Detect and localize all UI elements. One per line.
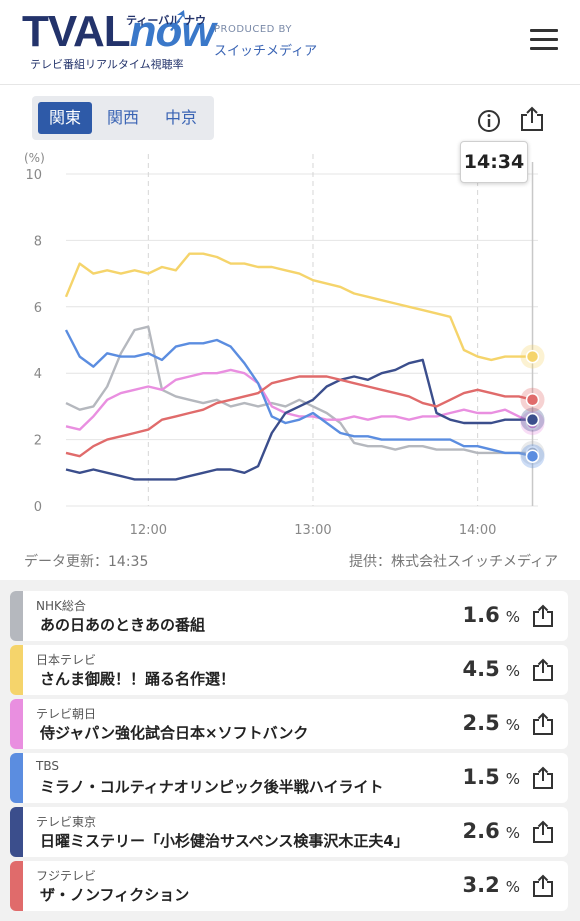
series-line <box>64 252 533 362</box>
y-tick-label: 6 <box>34 301 42 316</box>
x-tick-label: 13:00 <box>294 523 331 538</box>
logo-arrow-icon <box>170 10 185 31</box>
program-title: ミラノ・コルティナオリンピック後半戦ハイライト <box>40 778 384 796</box>
program-list: NHK総合あの日あのときあの番組 1.6% 日本テレビさんま御殿！！踊る名作選！ 4.… <box>0 580 580 921</box>
x-tick-label: 12:00 <box>130 523 167 538</box>
program-title: 日曜ミステリー「小杉健治サスペンス検事沢木正夫4」 <box>40 832 409 850</box>
program-card[interactable]: フジテレビザ・ノンフィクション 3.2% <box>10 861 568 911</box>
rating-value: 2.5% <box>463 711 520 735</box>
program-card[interactable]: テレビ東京日曜ミステリー「小杉健治サスペンス検事沢木正夫4」 2.6% <box>10 807 568 857</box>
series-line <box>65 375 533 458</box>
program-title: さんま御殿！！踊る名作選！ <box>40 670 236 688</box>
rating-unit: % <box>505 662 520 680</box>
rating-number: 3.2 <box>462 873 500 897</box>
share-icon[interactable] <box>532 712 554 736</box>
rating-unit: % <box>505 716 520 734</box>
app-header: TVALnow ティーバル ナウ テレビ番組リアルタイム視聴率 PRODUCED… <box>0 0 580 85</box>
rating-unit: % <box>505 770 520 788</box>
time-cursor-tooltip: 14:34 <box>460 141 528 183</box>
program-card[interactable]: TBS ミラノ・コルティナオリンピック後半戦ハイライト 1.5% <box>10 753 568 803</box>
logo-kana: ティーバル ナウ <box>126 14 207 27</box>
y-tick-label: 8 <box>34 234 42 249</box>
share-icon[interactable] <box>532 604 554 628</box>
series-end-marker <box>525 349 540 364</box>
program-title: あの日あのときあの番組 <box>40 616 206 634</box>
share-icon[interactable] <box>532 874 554 898</box>
series-end-marker <box>525 412 540 427</box>
share-icon[interactable] <box>532 658 554 682</box>
program-title: 侍ジャパン強化試合日本×ソフトバンク <box>40 724 309 742</box>
rating-unit: % <box>505 608 520 626</box>
rating-value: 1.6% <box>463 603 520 627</box>
logo-subtitle: テレビ番組リアルタイム視聴率 <box>30 58 184 71</box>
x-tick-label: 14:00 <box>459 523 496 538</box>
info-icon[interactable] <box>476 108 502 134</box>
channel-name: テレビ東京 <box>36 815 97 829</box>
channel-color-bar <box>10 807 23 857</box>
producer-company[interactable]: スイッチメディア <box>214 44 318 59</box>
provider-label: 提供：株式会社スイッチメディア <box>348 554 558 570</box>
series-line <box>65 358 533 481</box>
rating-number: 4.5 <box>462 657 500 681</box>
y-tick-label: 0 <box>34 500 42 515</box>
rating-number: 2.6 <box>462 819 500 843</box>
channel-name: NHK総合 <box>36 599 86 613</box>
series-end-marker <box>525 449 540 463</box>
region-tab-group: 関東 関西 中京 <box>32 96 214 140</box>
channel-color-bar <box>10 699 23 749</box>
y-tick-label: 10 <box>25 168 42 183</box>
share-icon[interactable] <box>519 106 545 132</box>
rating-number: 1.5 <box>462 765 500 789</box>
series-line <box>64 329 533 458</box>
rating-value: 3.2% <box>463 873 520 897</box>
channel-color-bar <box>10 645 23 695</box>
share-icon[interactable] <box>532 766 554 790</box>
program-title: ザ・ノンフィクション <box>40 886 190 904</box>
tab-kansai[interactable]: 関西 <box>106 108 139 127</box>
y-axis-label: (%) <box>24 151 45 165</box>
hamburger-menu-icon[interactable] <box>530 27 558 51</box>
rating-unit: % <box>505 824 520 842</box>
y-tick-label: 2 <box>34 434 42 449</box>
logo-now-text: now <box>129 7 216 56</box>
share-icon[interactable] <box>532 820 554 844</box>
program-card[interactable]: 日本テレビさんま御殿！！踊る名作選！ 4.5% <box>10 645 568 695</box>
rating-value: 4.5% <box>463 657 520 681</box>
channel-name: TBS <box>36 759 59 773</box>
channel-name: 日本テレビ <box>36 653 97 667</box>
channel-color-bar <box>10 591 23 641</box>
program-card[interactable]: NHK総合あの日あのときあの番組 1.6% <box>10 591 568 641</box>
rating-number: 2.5 <box>462 711 500 735</box>
ratings-line-chart[interactable]: 0 2 4 6 8 10 (%) 12:00 13:00 14:00 <box>0 140 580 540</box>
channel-color-bar <box>10 861 23 911</box>
tab-kanto[interactable]: 関東 <box>38 102 92 134</box>
series-end-marker <box>525 393 540 407</box>
rating-number: 1.6 <box>462 603 500 627</box>
channel-color-bar <box>10 753 23 803</box>
rating-value: 2.6% <box>463 819 520 843</box>
logo-main-text: TVAL <box>22 7 131 56</box>
produced-by-label: PRODUCED BY <box>214 24 292 35</box>
rating-value: 1.5% <box>463 765 520 789</box>
program-card[interactable]: テレビ朝日侍ジャパン強化試合日本×ソフトバンク 2.5% <box>10 699 568 749</box>
channel-name: フジテレビ <box>36 869 97 883</box>
tvalnow-logo[interactable]: TVALnow ティーバル ナウ テレビ番組リアルタイム視聴率 <box>22 7 216 72</box>
rating-unit: % <box>505 878 520 896</box>
logo-wordmark: TVALnow <box>22 7 216 56</box>
data-updated-label: データ更新：14:35 <box>24 554 149 570</box>
channel-name: テレビ朝日 <box>36 707 97 721</box>
y-tick-label: 4 <box>34 367 42 382</box>
tab-chukyo[interactable]: 中京 <box>164 108 197 127</box>
series-line <box>65 368 534 431</box>
series-line <box>65 325 533 455</box>
